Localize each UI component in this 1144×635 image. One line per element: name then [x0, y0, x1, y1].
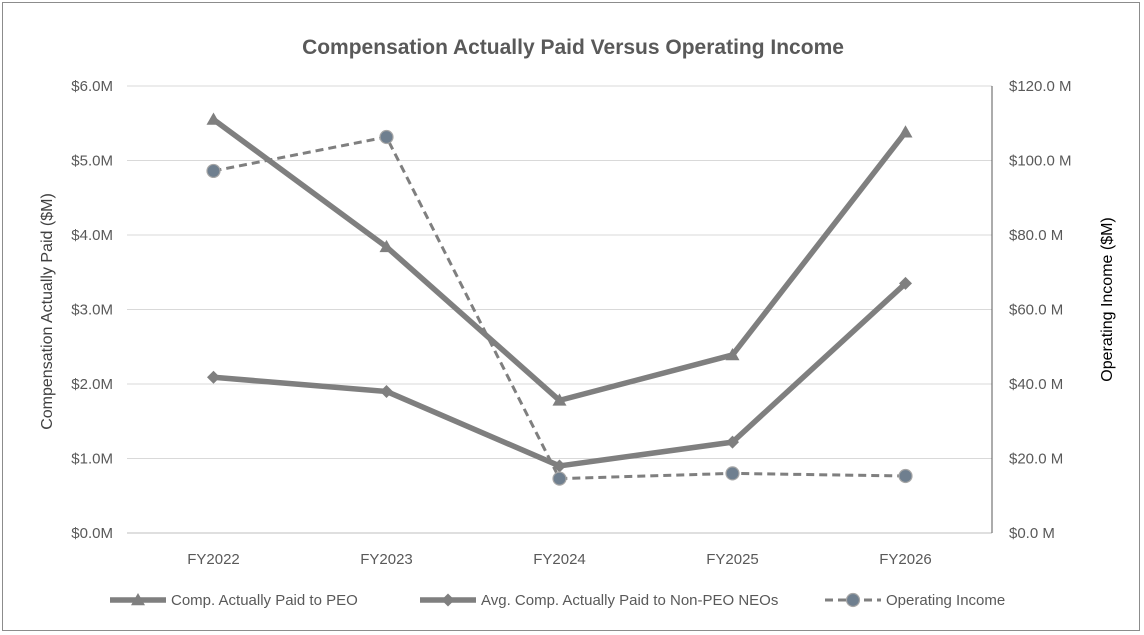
data-point	[379, 239, 394, 253]
data-point	[898, 125, 913, 138]
chart-title: Compensation Actually Paid Versus Operat…	[302, 36, 844, 59]
right-tick-label: $20.0 M	[1009, 451, 1063, 468]
data-point	[725, 347, 740, 361]
left-tick-label: $0.0M	[71, 525, 113, 542]
x-tick-label: FY2026	[879, 551, 932, 568]
left-axis-ticks: $0.0M $1.0M $2.0M $3.0M $4.0M $5.0M $6.0M	[71, 78, 113, 542]
series-line	[211, 117, 908, 404]
legend-swatch-marker	[845, 592, 861, 608]
data-point	[552, 471, 567, 486]
left-tick-label: $5.0M	[71, 153, 113, 170]
data-point	[726, 435, 739, 449]
series-line	[213, 135, 906, 481]
data-point	[899, 276, 912, 290]
data-point	[898, 468, 913, 484]
series-3	[206, 129, 913, 486]
data-point	[725, 466, 740, 481]
left-tick-label: $3.0M	[71, 302, 113, 319]
legend-swatch-marker	[441, 593, 455, 607]
left-tick-label: $1.0M	[71, 451, 113, 468]
series-layer	[206, 112, 913, 486]
legend-item: Avg. Comp. Actually Paid to Non-PEO NEOs	[420, 592, 778, 609]
x-axis-ticks: FY2022 FY2023 FY2024 FY2025 FY2026	[187, 551, 932, 568]
x-tick-label: FY2024	[533, 551, 586, 568]
x-tick-label: FY2022	[187, 551, 240, 568]
left-axis-title: Compensation Actually Paid ($M)	[39, 193, 56, 430]
legend-item: Comp. Actually Paid to PEO	[110, 592, 358, 609]
right-tick-label: $80.0 M	[1009, 227, 1063, 244]
legend: Comp. Actually Paid to PEO Avg. Comp. Act…	[110, 592, 1005, 609]
series-2	[207, 276, 912, 473]
left-tick-label: $6.0M	[71, 78, 113, 95]
data-point	[552, 393, 567, 406]
legend-label: Comp. Actually Paid to PEO	[171, 592, 358, 609]
left-tick-label: $2.0M	[71, 376, 113, 393]
legend-swatch-marker	[131, 593, 145, 606]
legend-item: Operating Income	[825, 592, 1005, 609]
right-tick-label: $40.0 M	[1009, 376, 1063, 393]
right-tick-label: $60.0 M	[1009, 302, 1063, 319]
series-1	[206, 112, 913, 406]
legend-label: Operating Income	[886, 592, 1005, 609]
left-tick-label: $4.0M	[71, 227, 113, 244]
x-tick-label: FY2023	[360, 551, 413, 568]
right-tick-label: $0.0 M	[1009, 525, 1055, 542]
data-point	[379, 129, 394, 145]
x-tick-label: FY2025	[706, 551, 759, 568]
data-point	[207, 370, 220, 384]
chart-canvas: Compensation Actually Paid Versus Operat…	[39, 36, 1116, 609]
right-tick-label: $120.0 M	[1009, 78, 1072, 95]
right-axis-ticks: $0.0 M $20.0 M $40.0 M $60.0 M $80.0 M $100.0…	[1009, 78, 1072, 542]
right-axis-title: Operating Income ($M)	[1099, 217, 1116, 382]
data-point	[206, 163, 221, 179]
legend-label: Avg. Comp. Actually Paid to Non-PEO NEOs	[481, 592, 778, 609]
data-point	[380, 384, 393, 398]
right-tick-label: $100.0 M	[1009, 153, 1072, 170]
series-line	[213, 281, 908, 469]
data-point	[206, 112, 221, 125]
